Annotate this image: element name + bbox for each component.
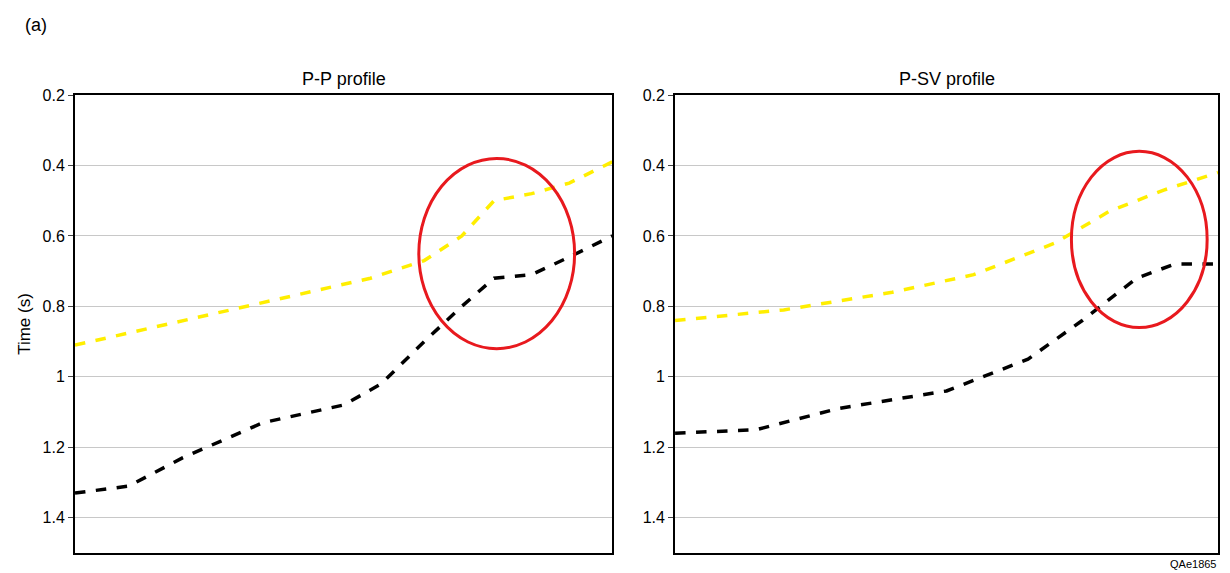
svg-text:1.2: 1.2 bbox=[43, 439, 65, 456]
svg-text:QAe1865: QAe1865 bbox=[1170, 558, 1216, 570]
svg-text:Time (s): Time (s) bbox=[15, 293, 34, 355]
svg-text:1.4: 1.4 bbox=[43, 509, 65, 526]
svg-text:1.4: 1.4 bbox=[643, 509, 665, 526]
svg-text:1.2: 1.2 bbox=[643, 439, 665, 456]
svg-text:1: 1 bbox=[656, 368, 665, 385]
svg-text:0.6: 0.6 bbox=[643, 228, 665, 245]
svg-text:0.4: 0.4 bbox=[643, 157, 665, 174]
svg-text:0.6: 0.6 bbox=[43, 228, 65, 245]
svg-text:P-P profile: P-P profile bbox=[302, 69, 386, 89]
svg-text:0.4: 0.4 bbox=[43, 157, 65, 174]
svg-text:0.8: 0.8 bbox=[43, 298, 65, 315]
svg-text:P-SV profile: P-SV profile bbox=[899, 69, 995, 89]
svg-text:0.2: 0.2 bbox=[643, 87, 665, 104]
svg-text:(a): (a) bbox=[25, 15, 47, 35]
svg-text:0.2: 0.2 bbox=[43, 87, 65, 104]
svg-text:0.8: 0.8 bbox=[643, 298, 665, 315]
svg-text:1: 1 bbox=[56, 368, 65, 385]
